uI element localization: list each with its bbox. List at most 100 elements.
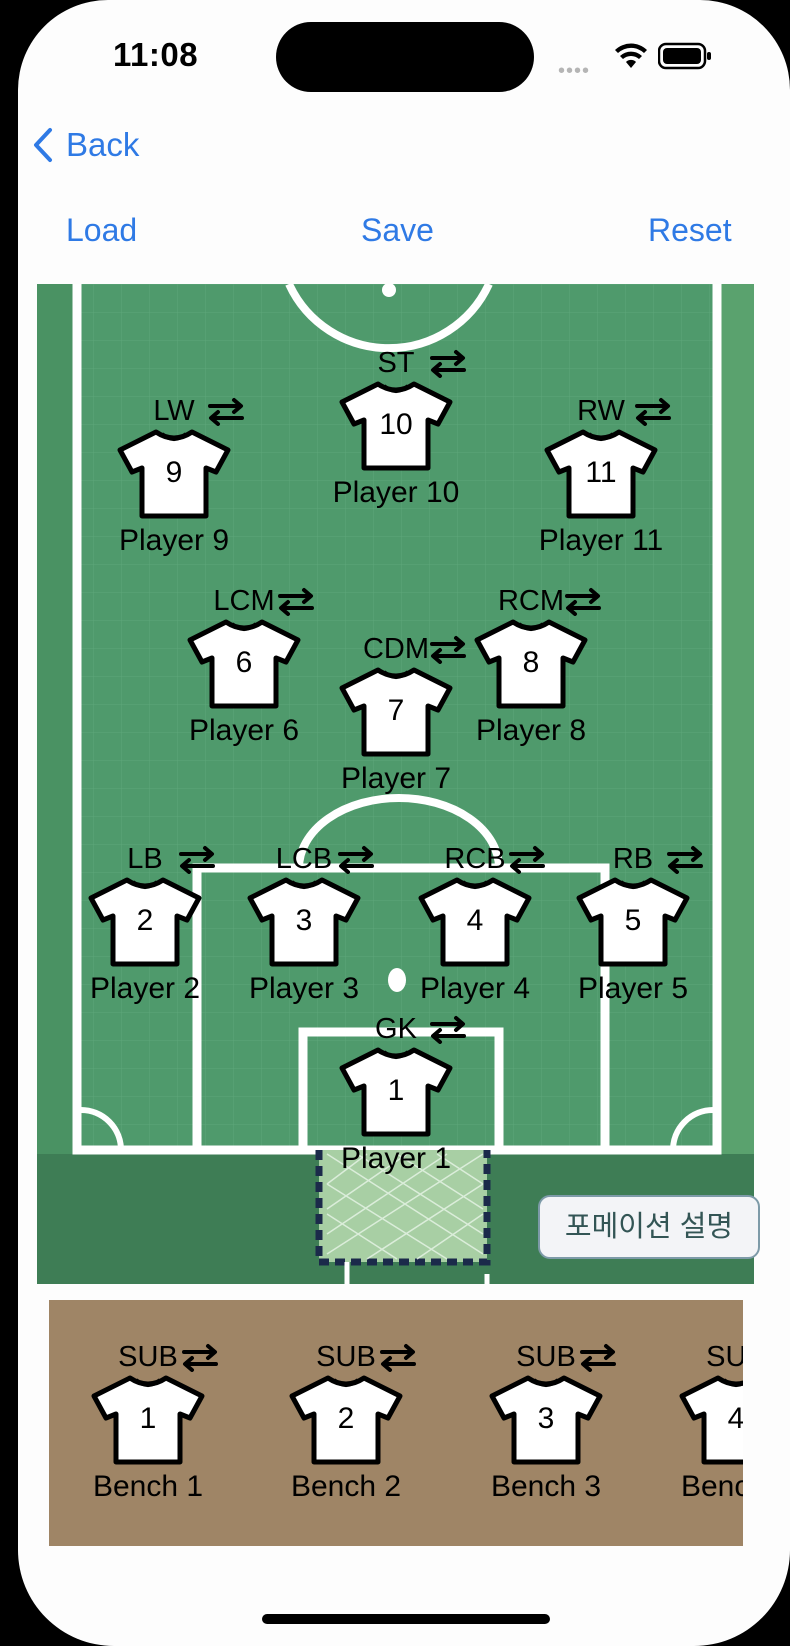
player-jersey-number: 1	[387, 1074, 405, 1107]
pitch-background	[37, 284, 754, 1284]
jersey-icon: 10	[338, 380, 454, 472]
bench-player-name: Bench 3	[490, 1470, 602, 1503]
swap-arrows-icon[interactable]	[378, 1342, 418, 1377]
bench-area: SUB 1 Bench 1 SUB 2 Bench 2 SUB 3 Bench 3 SUB 4 Ben…	[49, 1300, 743, 1546]
swap-arrows-icon[interactable]	[665, 844, 705, 879]
player-name: Player 9	[118, 524, 230, 557]
player-jersey-number: 8	[522, 646, 540, 679]
signal-dots-icon: ••••	[558, 60, 591, 82]
player-position-label: RW	[577, 395, 625, 427]
player-position-label: ST	[377, 347, 415, 379]
jersey-icon: 1	[338, 1046, 454, 1138]
jersey-icon: 4	[678, 1374, 743, 1466]
player-jersey-number: 2	[136, 904, 154, 937]
swap-arrows-icon[interactable]	[428, 634, 468, 669]
player-position-label: CDM	[362, 633, 430, 665]
jersey-icon: 4	[417, 876, 533, 968]
player-name: Player 8	[475, 714, 587, 747]
player-card[interactable]: LCB 3 Player 3	[224, 842, 384, 1006]
player-position-label: LW	[153, 395, 195, 427]
formation-pitch: ST 10 Player 10 LW 9 Player 9 RW 11 Player 11 LCM…	[37, 284, 754, 1284]
bench-player-name: Bench 1	[92, 1470, 204, 1503]
swap-arrows-icon[interactable]	[177, 844, 217, 879]
jersey-icon: 2	[87, 876, 203, 968]
swap-arrows-icon[interactable]	[276, 586, 316, 621]
swap-arrows-icon[interactable]	[428, 1014, 468, 1049]
swap-arrows-icon[interactable]	[206, 396, 246, 431]
bench-player-jersey-number: 4	[727, 1402, 743, 1435]
wifi-icon	[615, 43, 647, 68]
save-button[interactable]: Save	[361, 212, 434, 248]
home-indicator	[262, 1614, 550, 1624]
swap-arrows-icon[interactable]	[563, 586, 603, 621]
swap-arrows-icon[interactable]	[633, 396, 673, 431]
player-jersey-number: 6	[235, 646, 253, 679]
chevron-left-icon	[34, 128, 52, 162]
jersey-icon: 8	[473, 618, 589, 710]
bench-player-position-label: SUB	[706, 1341, 743, 1373]
bench-player-jersey-number: 1	[139, 1402, 157, 1435]
player-name: Player 11	[538, 524, 664, 557]
player-card[interactable]: LCM 6 Player 6	[164, 584, 324, 748]
back-button[interactable]: Back	[32, 120, 139, 170]
player-position-label: RCM	[497, 585, 565, 617]
jersey-icon: 9	[116, 428, 232, 520]
bench-player-jersey-number: 2	[337, 1402, 355, 1435]
player-card[interactable]: ST 10 Player 10	[316, 346, 476, 510]
swap-arrows-icon[interactable]	[336, 844, 376, 879]
formation-info-button[interactable]: 포메이션 설명	[538, 1195, 760, 1259]
swap-arrows-icon[interactable]	[507, 844, 547, 879]
jersey-icon: 1	[90, 1374, 206, 1466]
player-jersey-number: 11	[585, 456, 617, 489]
bench-player-card[interactable]: SUB 2 Bench 2	[266, 1340, 426, 1504]
bench-player-name: Bench 4	[680, 1470, 743, 1503]
bench-player-jersey-number: 3	[537, 1402, 555, 1435]
player-name: Player 7	[340, 762, 452, 795]
bench-player-position-label: SUB	[516, 1341, 576, 1373]
jersey-icon: 11	[543, 428, 659, 520]
jersey-icon: 7	[338, 666, 454, 758]
player-position-label: GK	[375, 1013, 417, 1045]
player-position-label: RB	[612, 843, 654, 875]
load-button[interactable]: Load	[66, 212, 138, 248]
player-card[interactable]: RW 11 Player 11	[521, 394, 681, 558]
player-position-label: RCB	[444, 843, 506, 875]
jersey-icon: 5	[575, 876, 691, 968]
back-label: Back	[66, 126, 140, 163]
player-card[interactable]: RCM 8 Player 8	[451, 584, 611, 748]
player-position-label: LB	[127, 843, 163, 875]
app-screen: 11:08 •••• Back Load Save Reset	[18, 0, 790, 1646]
player-position-label: LCM	[213, 585, 275, 617]
player-card[interactable]: RCB 4 Player 4	[395, 842, 555, 1006]
player-jersey-number: 9	[165, 456, 183, 489]
jersey-icon: 2	[288, 1374, 404, 1466]
bench-player-position-label: SUB	[118, 1341, 178, 1373]
status-time: 11:08	[113, 36, 199, 73]
reset-button[interactable]: Reset	[648, 212, 732, 248]
jersey-icon: 3	[246, 876, 362, 968]
swap-arrows-icon[interactable]	[180, 1342, 220, 1377]
bench-player-card[interactable]: SUB 1 Bench 1	[68, 1340, 228, 1504]
battery-icon	[658, 42, 711, 70]
player-name: Player 2	[89, 972, 201, 1005]
player-jersey-number: 7	[387, 694, 405, 727]
player-jersey-number: 5	[624, 904, 642, 937]
player-name: Player 3	[248, 972, 360, 1005]
player-card[interactable]: CDM 7 Player 7	[316, 632, 476, 796]
bench-player-card[interactable]: SUB 4 Bench 4	[656, 1340, 743, 1504]
jersey-icon: 6	[186, 618, 302, 710]
player-card[interactable]: GK 1 Player 1	[316, 1012, 476, 1176]
dynamic-island	[276, 22, 534, 92]
bench-player-card[interactable]: SUB 3 Bench 3	[466, 1340, 626, 1504]
player-name: Player 5	[577, 972, 689, 1005]
player-card[interactable]: LW 9 Player 9	[94, 394, 254, 558]
swap-arrows-icon[interactable]	[428, 348, 468, 383]
player-name: Player 10	[332, 476, 460, 509]
player-card[interactable]: RB 5 Player 5	[553, 842, 713, 1006]
player-jersey-number: 4	[466, 904, 484, 937]
player-card[interactable]: LB 2 Player 2	[65, 842, 225, 1006]
player-jersey-number: 3	[295, 904, 313, 937]
jersey-icon: 3	[488, 1374, 604, 1466]
swap-arrows-icon[interactable]	[578, 1342, 618, 1377]
bench-player-position-label: SUB	[316, 1341, 376, 1373]
